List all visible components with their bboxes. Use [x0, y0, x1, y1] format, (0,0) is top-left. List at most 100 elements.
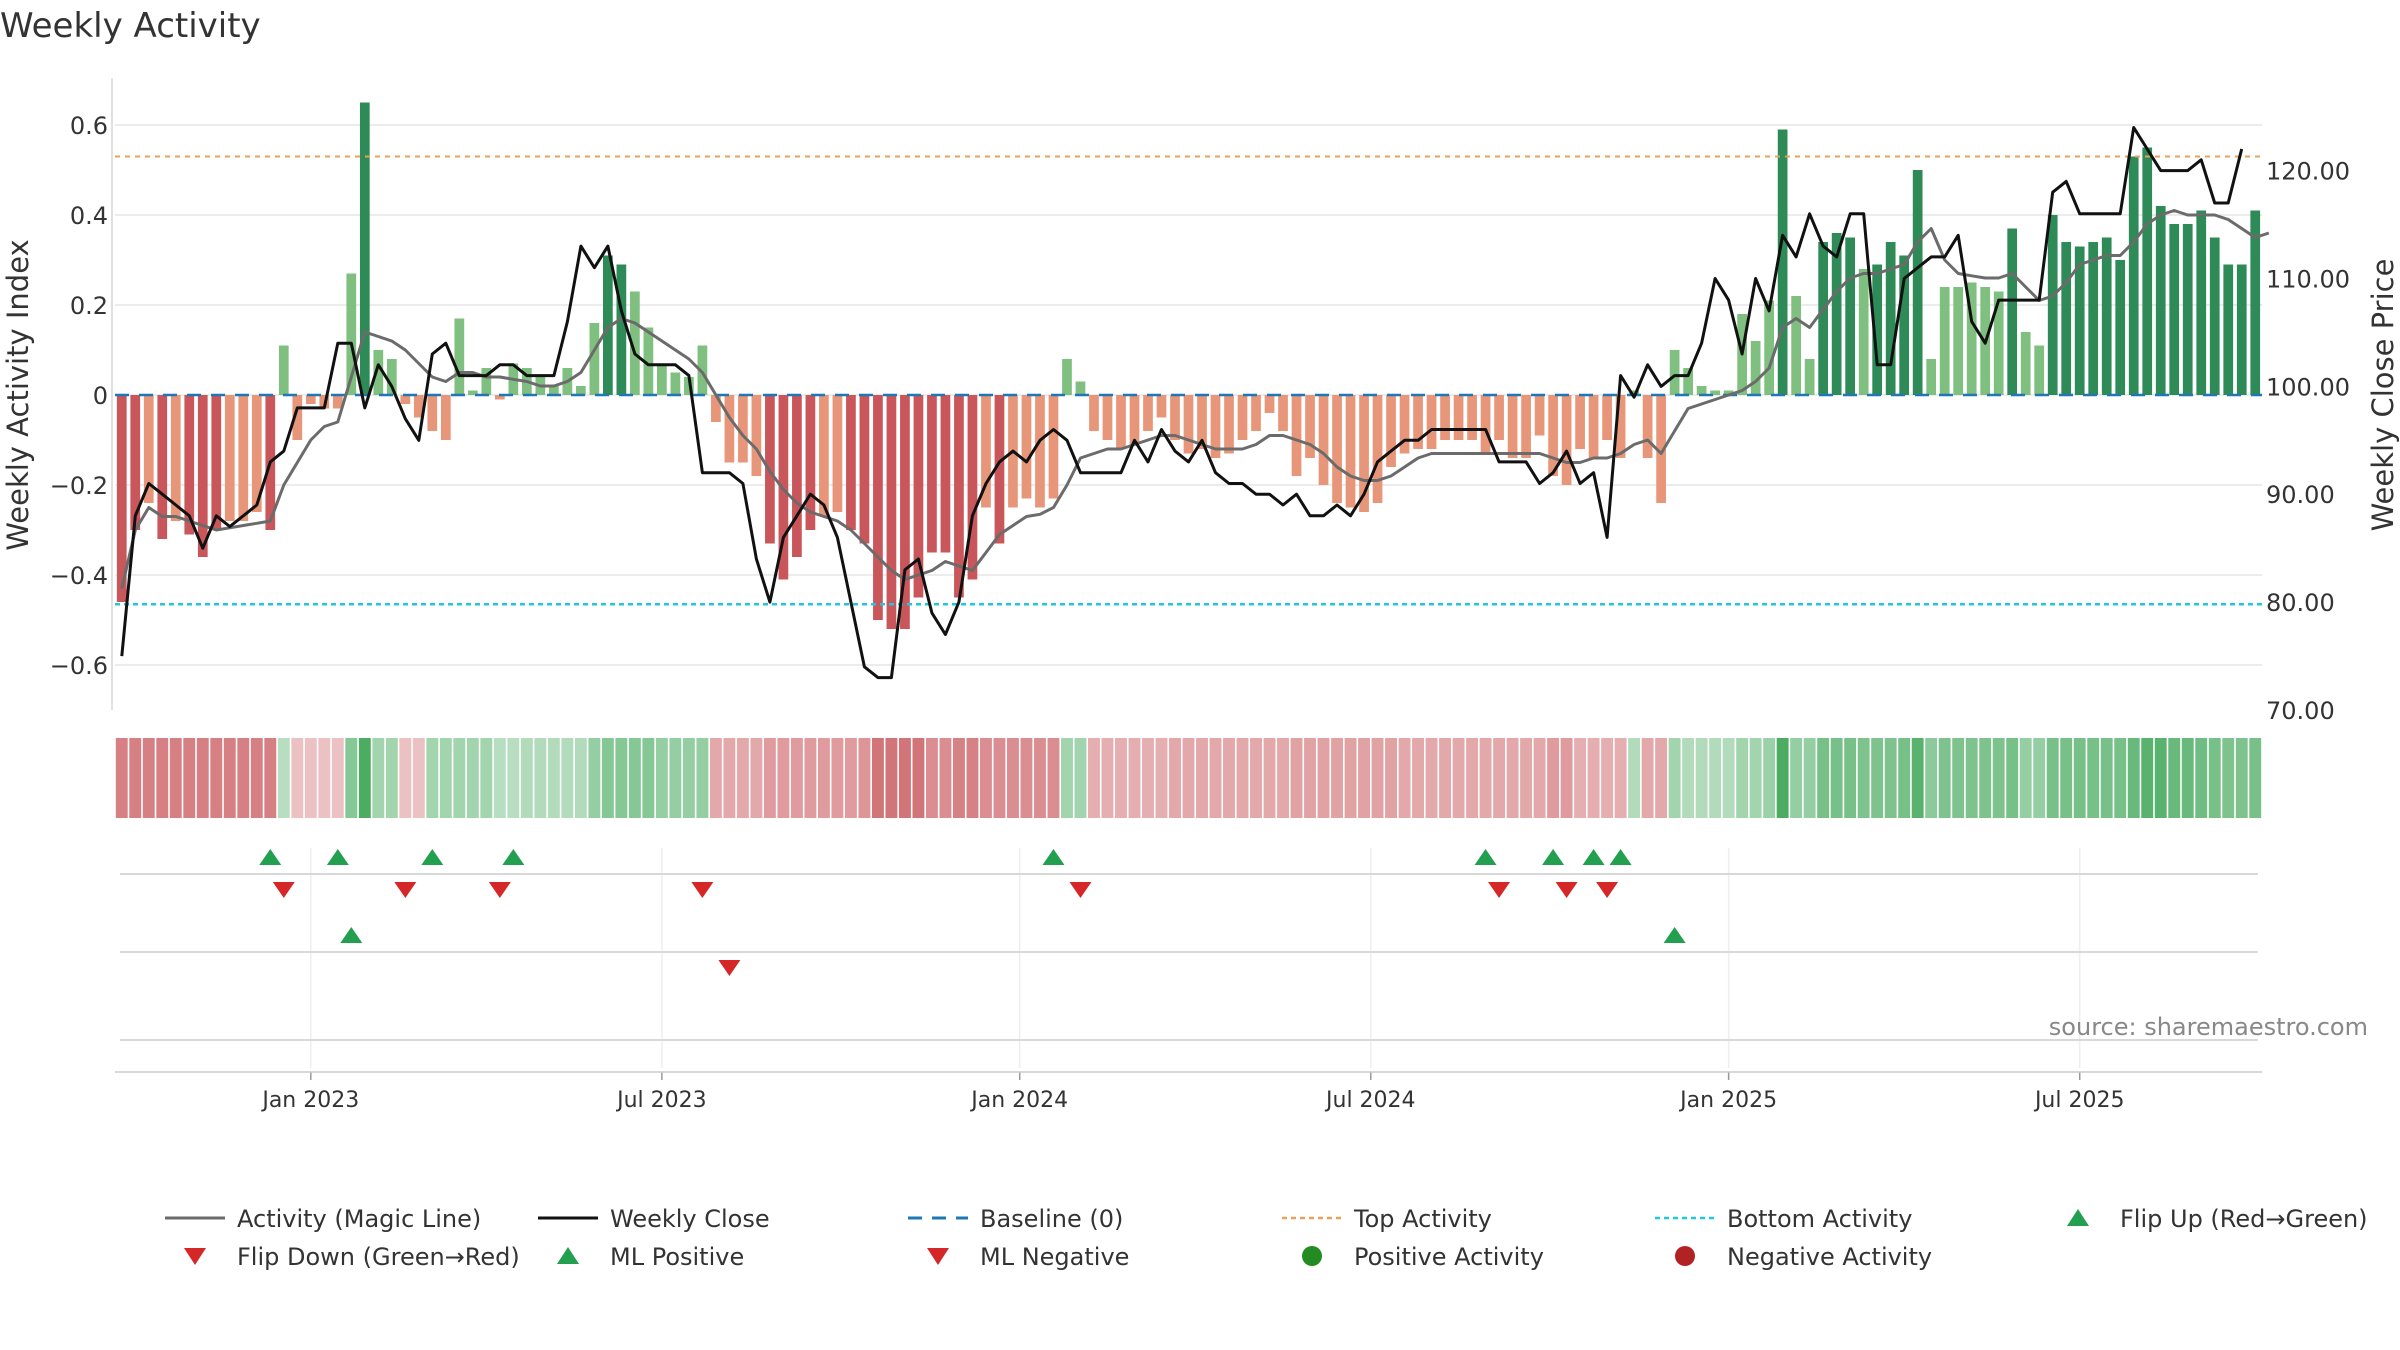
- ribbon-cell: [1803, 738, 1816, 818]
- ribbon-cell: [1371, 738, 1384, 818]
- ribbon-cell: [1574, 738, 1587, 818]
- activity-bar: [2169, 224, 2180, 395]
- activity-bar: [2155, 206, 2166, 395]
- ribbon-cell: [2114, 738, 2127, 818]
- activity-bar: [170, 395, 181, 521]
- ribbon-cell: [1722, 738, 1735, 818]
- activity-bar: [873, 395, 883, 620]
- ribbon-cell: [2249, 738, 2262, 818]
- ribbon-cell: [1169, 738, 1181, 818]
- ribbon-cell: [1776, 738, 1789, 818]
- activity-ribbon: [115, 738, 2262, 818]
- flip-down-marker: [1069, 882, 1092, 898]
- activity-bar: [440, 395, 451, 440]
- x-tick-label: Jul 2024: [1324, 1088, 1416, 1113]
- ribbon-cell: [1682, 738, 1695, 818]
- activity-bar: [1494, 395, 1504, 440]
- activity-bar: [1089, 395, 1099, 431]
- ribbon-cell: [939, 738, 952, 818]
- y-left-tick-label: −0.4: [50, 562, 108, 590]
- activity-bar: [2007, 228, 2018, 395]
- ribbon-cell: [196, 738, 209, 818]
- ribbon-cell: [1655, 738, 1668, 818]
- activity-bar: [548, 386, 559, 395]
- ribbon-cell: [2100, 738, 2113, 818]
- ribbon-cell: [372, 738, 385, 818]
- flip-down-marker: [1596, 882, 1619, 898]
- ribbon-cell: [844, 738, 857, 818]
- activity-bar: [1750, 341, 1761, 395]
- ribbon-cell: [628, 738, 641, 818]
- ribbon-cell: [1547, 738, 1560, 818]
- legend-swatch: [184, 1248, 206, 1265]
- ribbon-cell: [1628, 738, 1641, 818]
- activity-bar: [2236, 264, 2247, 395]
- activity-bar: [792, 395, 802, 557]
- activity-bar: [224, 395, 235, 521]
- legend-item: ML Positive: [557, 1243, 744, 1271]
- activity-bar: [1278, 395, 1288, 431]
- ribbon-cell: [399, 738, 412, 818]
- ribbon-cell: [480, 738, 493, 818]
- activity-bar: [2034, 345, 2045, 395]
- x-tick-label: Jan 2024: [969, 1088, 1068, 1113]
- activity-bar: [2047, 215, 2058, 395]
- activity-bar: [2223, 264, 2234, 395]
- activity-bar: [805, 395, 816, 530]
- y-left-axis-label: Weekly Activity Index: [1, 239, 35, 550]
- legend-item: ML Negative: [927, 1243, 1129, 1271]
- ribbon-cell: [291, 738, 304, 818]
- ribbon-cell: [682, 738, 695, 818]
- ribbon-cell: [1128, 738, 1141, 818]
- activity-bar: [1953, 287, 1964, 395]
- ribbon-cell: [2073, 738, 2086, 818]
- source-label: source: sharemaestro.com: [2049, 1013, 2368, 1041]
- activity-bar: [251, 395, 262, 512]
- activity-bar: [1399, 395, 1410, 454]
- activity-bar: [859, 395, 870, 544]
- ribbon-cell: [804, 738, 817, 818]
- ribbon-cell: [696, 738, 709, 818]
- activity-bar: [1764, 300, 1774, 395]
- activity-bar: [481, 368, 492, 395]
- ribbon-cell: [169, 738, 182, 818]
- activity-bar: [900, 395, 910, 629]
- ribbon-cell: [1385, 738, 1397, 818]
- legend-label: ML Positive: [610, 1243, 744, 1271]
- ribbon-cell: [831, 738, 844, 818]
- y-left-tick-label: 0: [93, 382, 108, 410]
- activity-bar: [1966, 282, 1977, 395]
- ribbon-cell: [331, 738, 344, 818]
- activity-bar: [846, 395, 856, 530]
- ribbon-cell: [2235, 738, 2248, 818]
- activity-bar: [1170, 395, 1180, 440]
- activity-bar: [2182, 224, 2193, 395]
- ribbon-cell: [736, 738, 749, 818]
- x-tick-label: Jul 2025: [2033, 1088, 2125, 1113]
- activity-bar: [1075, 381, 1086, 395]
- activity-bar: [1885, 242, 1896, 395]
- activity-bar: [332, 395, 343, 409]
- activity-bar: [1224, 395, 1234, 454]
- x-tick-label: Jul 2023: [615, 1088, 707, 1113]
- activity-bar: [1656, 395, 1666, 503]
- ribbon-cell: [2168, 738, 2181, 818]
- ribbon-cell: [2033, 738, 2046, 818]
- ribbon-cell: [1020, 738, 1033, 818]
- y-right-tick-label: 70.00: [2266, 697, 2335, 725]
- ribbon-cell: [615, 738, 628, 818]
- activity-bar: [238, 395, 249, 521]
- activity-bar: [657, 363, 667, 395]
- activity-bar: [346, 273, 357, 395]
- ribbon-cell: [1034, 738, 1046, 818]
- y-right-tick-label: 80.00: [2266, 589, 2335, 617]
- activity-bar: [1386, 395, 1396, 467]
- flip-up-marker: [421, 849, 444, 865]
- ribbon-cell: [1992, 738, 2005, 818]
- ribbon-cell: [1898, 738, 1911, 818]
- ribbon-cell: [1938, 738, 1951, 818]
- ribbon-cell: [1263, 738, 1276, 818]
- ribbon-cell: [885, 738, 898, 818]
- activity-bar: [2088, 242, 2099, 395]
- y-right-tick-label: 120.00: [2266, 158, 2350, 186]
